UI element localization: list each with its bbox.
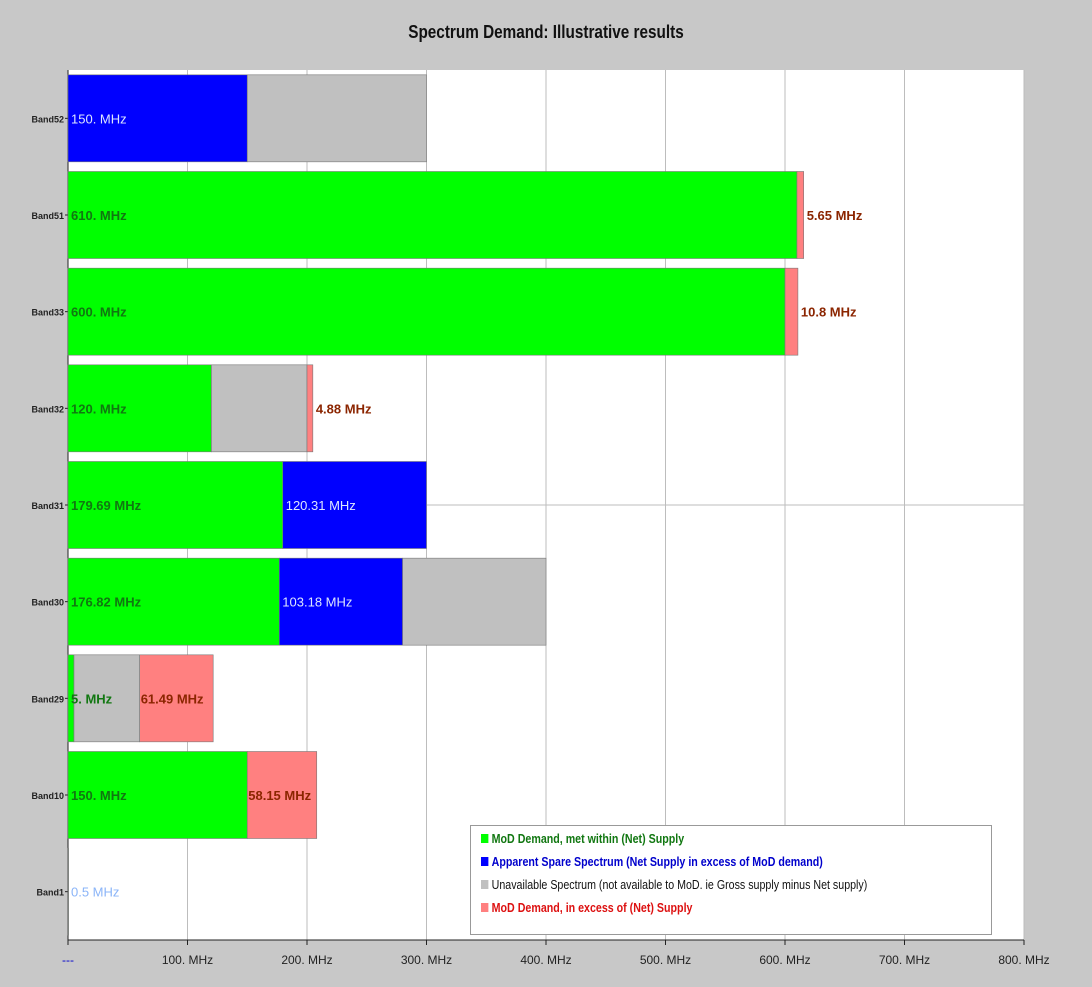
- legend-swatch-unavailable: [481, 880, 489, 890]
- x-tick-label: 300. MHz: [401, 953, 452, 967]
- y-tick-label: Band51: [31, 211, 64, 221]
- y-tick-label: Band33: [31, 308, 64, 318]
- x-tick-label: 800. MHz: [998, 953, 1049, 967]
- legend-label-excess: MoD Demand, in excess of (Net) Supply: [491, 900, 693, 916]
- bar-segment: [67, 461, 284, 549]
- bar-segment: [402, 557, 547, 646]
- data-label: 103.18 MHz: [282, 595, 352, 610]
- x-tick-label: 700. MHz: [879, 953, 930, 967]
- bar-segment: [784, 267, 799, 356]
- legend-item-excess: MoD Demand, in excess of (Net) Supply: [481, 899, 692, 917]
- y-tick-label: Band10: [31, 791, 64, 801]
- bar-segment: [67, 74, 248, 163]
- data-label: 0.5 MHz: [71, 885, 119, 900]
- data-label: 5. MHz: [71, 691, 113, 706]
- legend-label-unavailable: Unavailable Spectrum (not available to M…: [491, 877, 868, 893]
- y-tick-label: Band31: [31, 501, 64, 511]
- data-label: 5.65 MHz: [807, 208, 863, 223]
- legend-item-unavailable: Unavailable Spectrum (not available to M…: [481, 876, 867, 894]
- data-label: 150. MHz: [71, 788, 127, 803]
- bar-segment: [306, 364, 314, 453]
- data-label: 179.69 MHz: [71, 498, 142, 513]
- data-label: 610. MHz: [71, 208, 127, 223]
- legend-item-met: MoD Demand, met within (Net) Supply: [481, 830, 684, 848]
- x-tick-label: ---: [62, 953, 74, 967]
- chart-title: Spectrum Demand: Illustrative results: [408, 22, 684, 42]
- data-label: 58.15 MHz: [248, 788, 311, 803]
- x-tick-label: 500. MHz: [640, 953, 691, 967]
- bar-segment: [246, 751, 318, 839]
- data-label: 600. MHz: [71, 305, 127, 320]
- data-label: 150. MHz: [71, 111, 127, 126]
- legend-swatch-met: [481, 834, 489, 844]
- bar-segment: [796, 171, 805, 259]
- data-label: 10.8 MHz: [801, 305, 857, 320]
- bar-segment: [67, 751, 248, 839]
- bar-segment: [67, 267, 786, 356]
- bar-segment: [139, 654, 214, 743]
- data-label: 120.31 MHz: [286, 498, 356, 513]
- data-label: 176.82 MHz: [71, 595, 142, 610]
- y-tick-label: Band32: [31, 404, 64, 414]
- bar-segment: [67, 847, 69, 936]
- bar-segment: [211, 364, 308, 453]
- legend-item-spare: Apparent Spare Spectrum (Net Supply in e…: [481, 853, 823, 871]
- bar-segment: [73, 654, 140, 743]
- chart-legend: MoD Demand, met within (Net) Supply Appa…: [470, 825, 992, 935]
- legend-swatch-excess: [481, 903, 489, 913]
- bar-segment: [67, 557, 280, 646]
- x-tick-label: 200. MHz: [281, 953, 332, 967]
- bar-segment: [282, 461, 427, 549]
- legend-label-met: MoD Demand, met within (Net) Supply: [491, 831, 685, 847]
- data-label: 120. MHz: [71, 401, 127, 416]
- x-tick-label: 100. MHz: [162, 953, 213, 967]
- data-label: 61.49 MHz: [141, 691, 204, 706]
- bar-segment: [67, 171, 798, 259]
- x-tick-label: 600. MHz: [759, 953, 810, 967]
- y-tick-label: Band29: [31, 694, 64, 704]
- bar-segment: [246, 74, 427, 163]
- data-label: 4.88 MHz: [316, 401, 372, 416]
- bar-segment: [278, 557, 403, 646]
- y-tick-label: Band30: [31, 598, 64, 608]
- y-tick-label: Band1: [36, 888, 64, 898]
- bar-segment: [67, 364, 212, 453]
- legend-swatch-spare: [481, 857, 489, 867]
- x-tick-label: 400. MHz: [520, 953, 571, 967]
- legend-label-spare: Apparent Spare Spectrum (Net Supply in e…: [491, 854, 823, 870]
- y-tick-label: Band52: [31, 114, 64, 124]
